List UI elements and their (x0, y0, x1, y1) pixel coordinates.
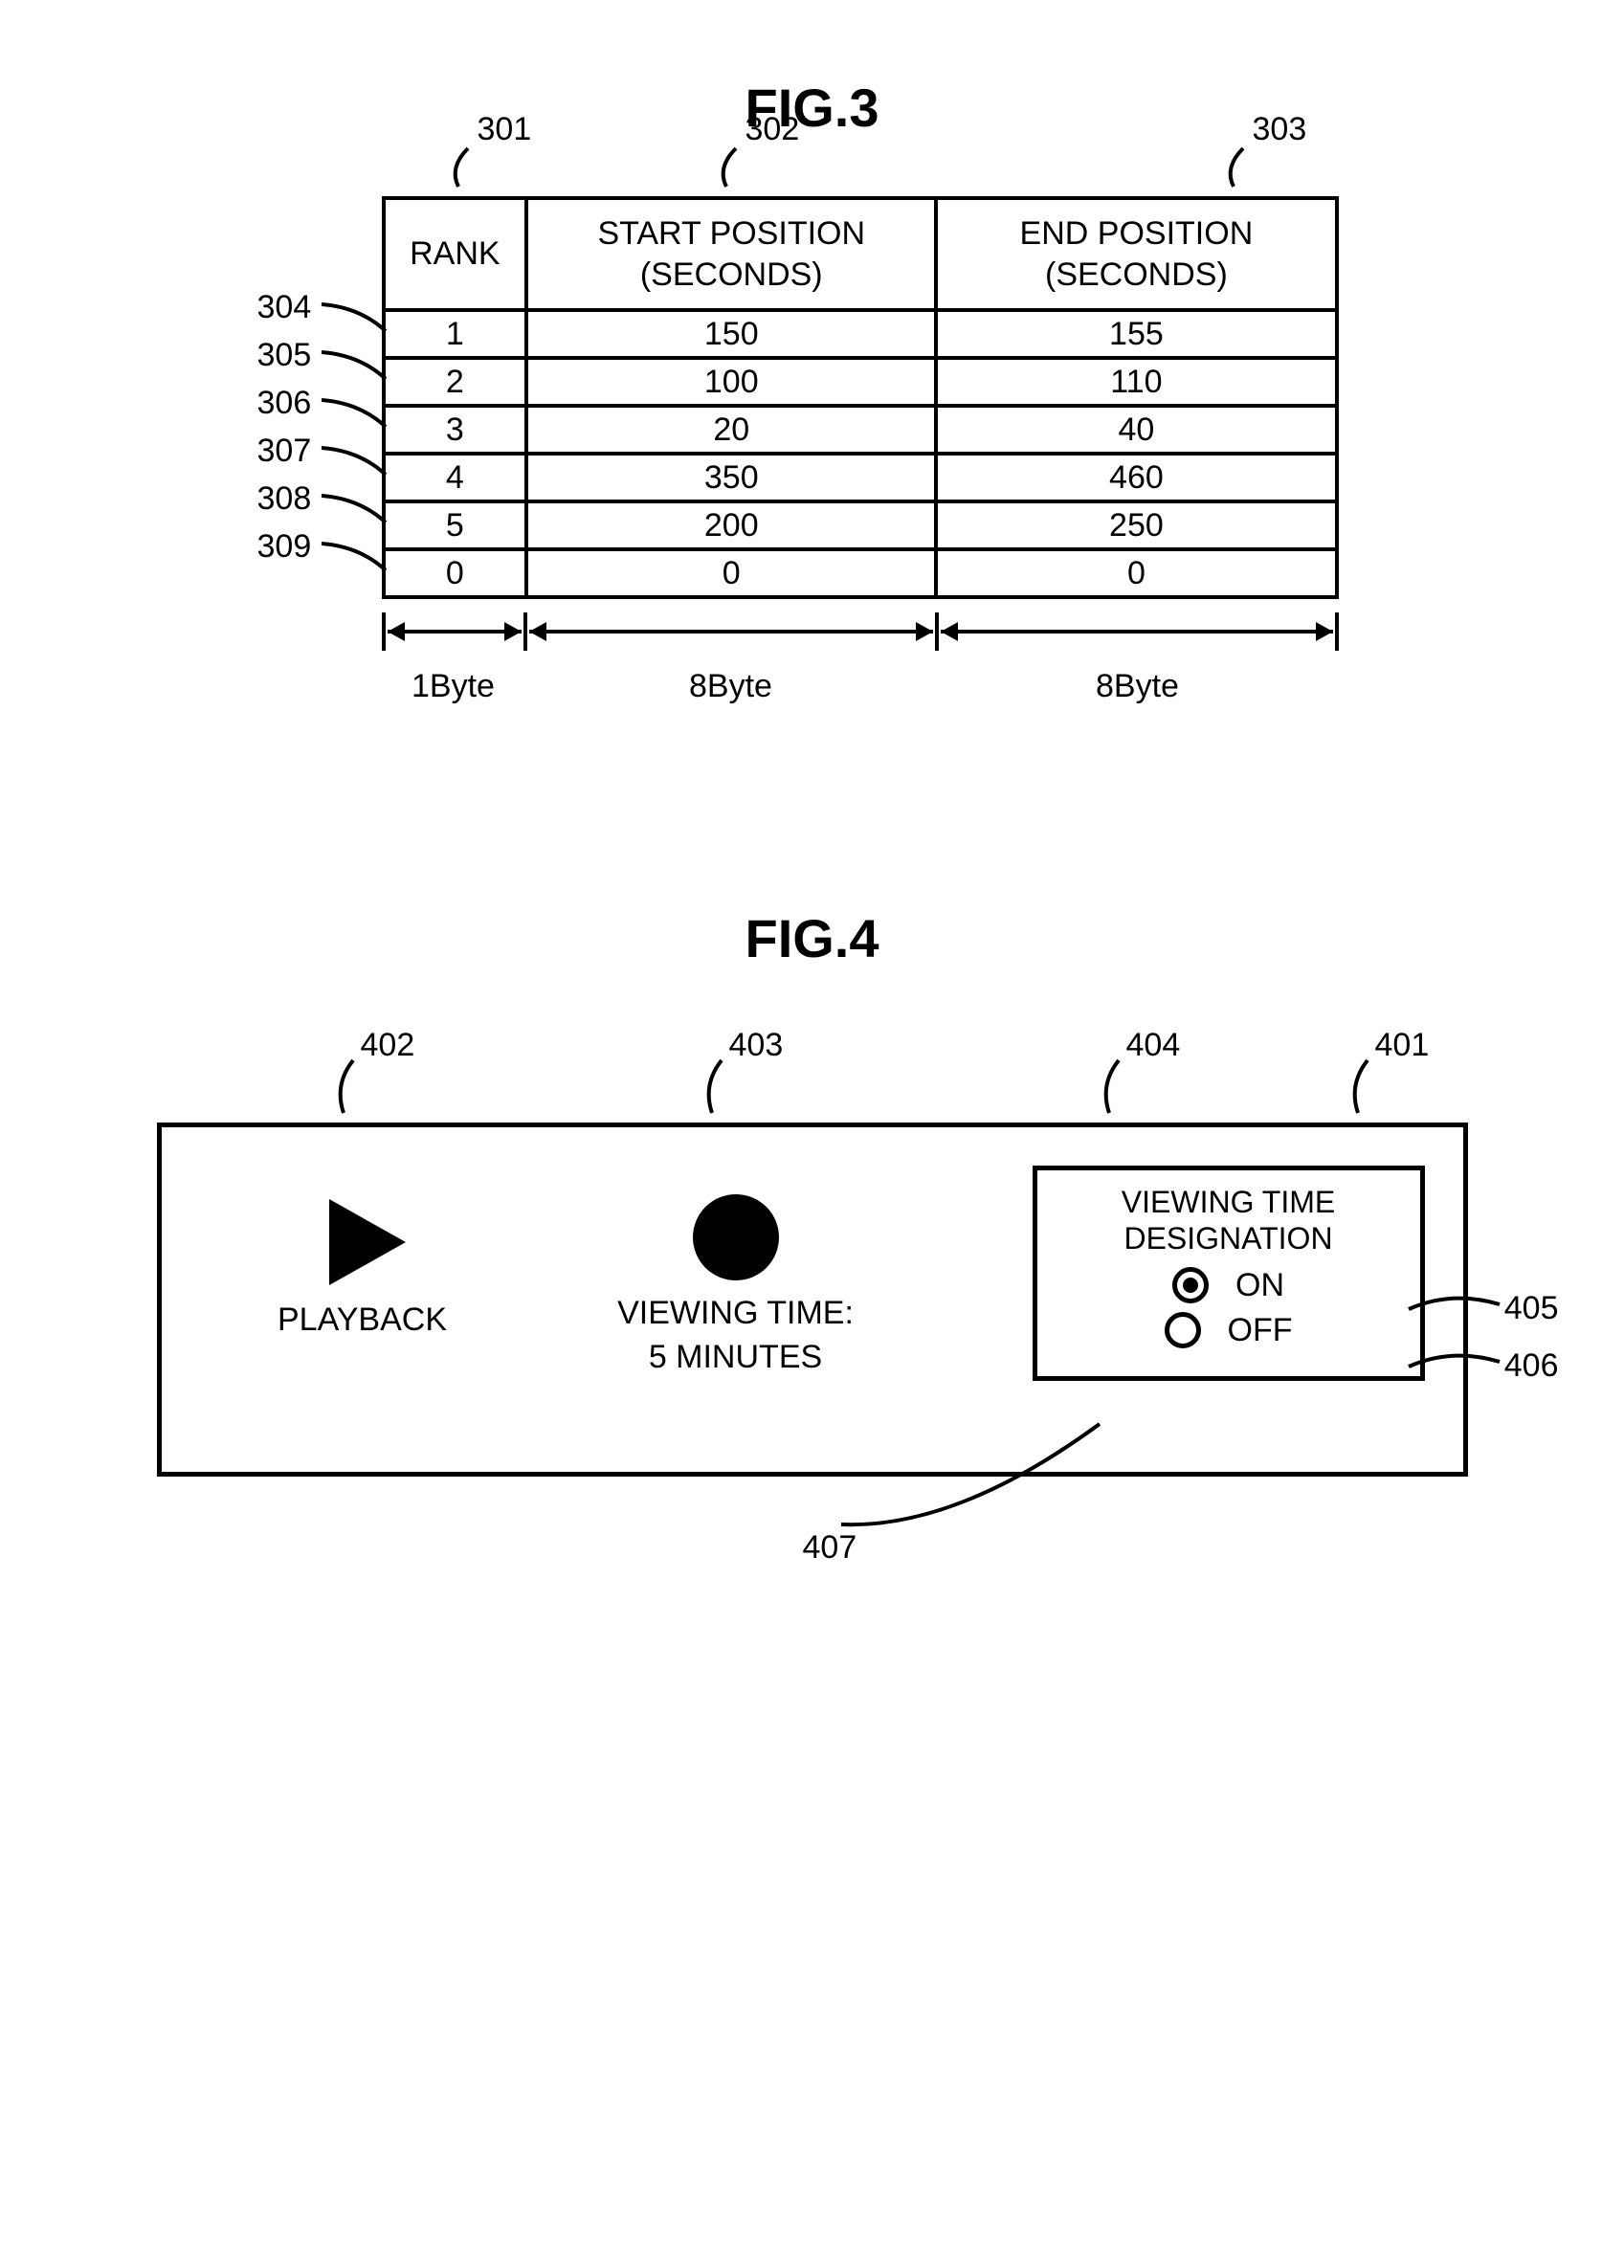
playback-label: PLAYBACK (219, 1301, 506, 1339)
viewing-time-button[interactable]: VIEWING TIME: 5 MINUTES (564, 1194, 908, 1380)
table-row: 1150155 (384, 310, 1337, 358)
cell-end: 155 (936, 310, 1336, 358)
col-header-rank: RANK (384, 198, 527, 310)
cell-end: 0 (936, 549, 1336, 597)
cell-rank: 1 (384, 310, 527, 358)
play-icon (219, 1194, 506, 1290)
table-row: 5200250 (384, 501, 1337, 549)
table-row: 32040 (384, 406, 1337, 454)
fig3-header-row: RANK START POSITION(SECONDS) END POSITIO… (384, 198, 1337, 310)
fig3-byte-labels: 1Byte 8Byte 8Byte (382, 668, 1387, 716)
bytes-label-start: 8Byte (525, 668, 937, 705)
callout-405: 405 (1504, 1290, 1559, 1327)
cell-start: 20 (526, 406, 936, 454)
cell-start: 200 (526, 501, 936, 549)
cell-rank: 4 (384, 454, 527, 501)
callout-406: 406 (1504, 1347, 1559, 1385)
col-header-end: END POSITION(SECONDS) (936, 198, 1336, 310)
vtd-title: VIEWING TIME DESIGNATION (1055, 1184, 1403, 1257)
bytes-label-end: 8Byte (937, 668, 1339, 705)
cell-start: 0 (526, 549, 936, 597)
fig4-title: FIG.4 (38, 907, 1586, 969)
vtd-on-label: ON (1235, 1267, 1284, 1304)
radio-off-icon (1165, 1312, 1201, 1348)
fig4-container: 402 403 404 401 (143, 1027, 1482, 1591)
fig3-byte-dimensions (382, 612, 1387, 660)
cell-rank: 3 (384, 406, 527, 454)
fig3-column-callouts: 301 302 303 (382, 115, 1339, 196)
fig3-container: 301 302 303 R (238, 196, 1387, 716)
vtd-off-label: OFF (1228, 1312, 1293, 1349)
viewing-time-label: VIEWING TIME: 5 MINUTES (564, 1292, 908, 1380)
cell-start: 100 (526, 358, 936, 406)
table-row: 000 (384, 549, 1337, 597)
viewing-time-designation-box: VIEWING TIME DESIGNATION ON OFF (1033, 1166, 1425, 1381)
bytes-label-rank: 1Byte (382, 668, 525, 705)
cell-rank: 2 (384, 358, 527, 406)
radio-on-icon (1172, 1267, 1209, 1303)
table-row: 2100110 (384, 358, 1337, 406)
cell-start: 350 (526, 454, 936, 501)
cell-start: 150 (526, 310, 936, 358)
table-row: 4350460 (384, 454, 1337, 501)
cell-end: 460 (936, 454, 1336, 501)
vtd-option-off[interactable]: OFF (1055, 1312, 1403, 1349)
vtd-option-on[interactable]: ON (1055, 1267, 1403, 1304)
record-icon (693, 1194, 779, 1280)
cell-rank: 5 (384, 501, 527, 549)
fig3-table-area: 301 302 303 R (382, 196, 1387, 716)
fig3-table: RANK START POSITION(SECONDS) END POSITIO… (382, 196, 1339, 599)
playback-button[interactable]: PLAYBACK (219, 1194, 506, 1339)
cell-rank: 0 (384, 549, 527, 597)
cell-end: 250 (936, 501, 1336, 549)
cell-end: 110 (936, 358, 1336, 406)
col-header-start: START POSITION(SECONDS) (526, 198, 936, 310)
cell-end: 40 (936, 406, 1336, 454)
